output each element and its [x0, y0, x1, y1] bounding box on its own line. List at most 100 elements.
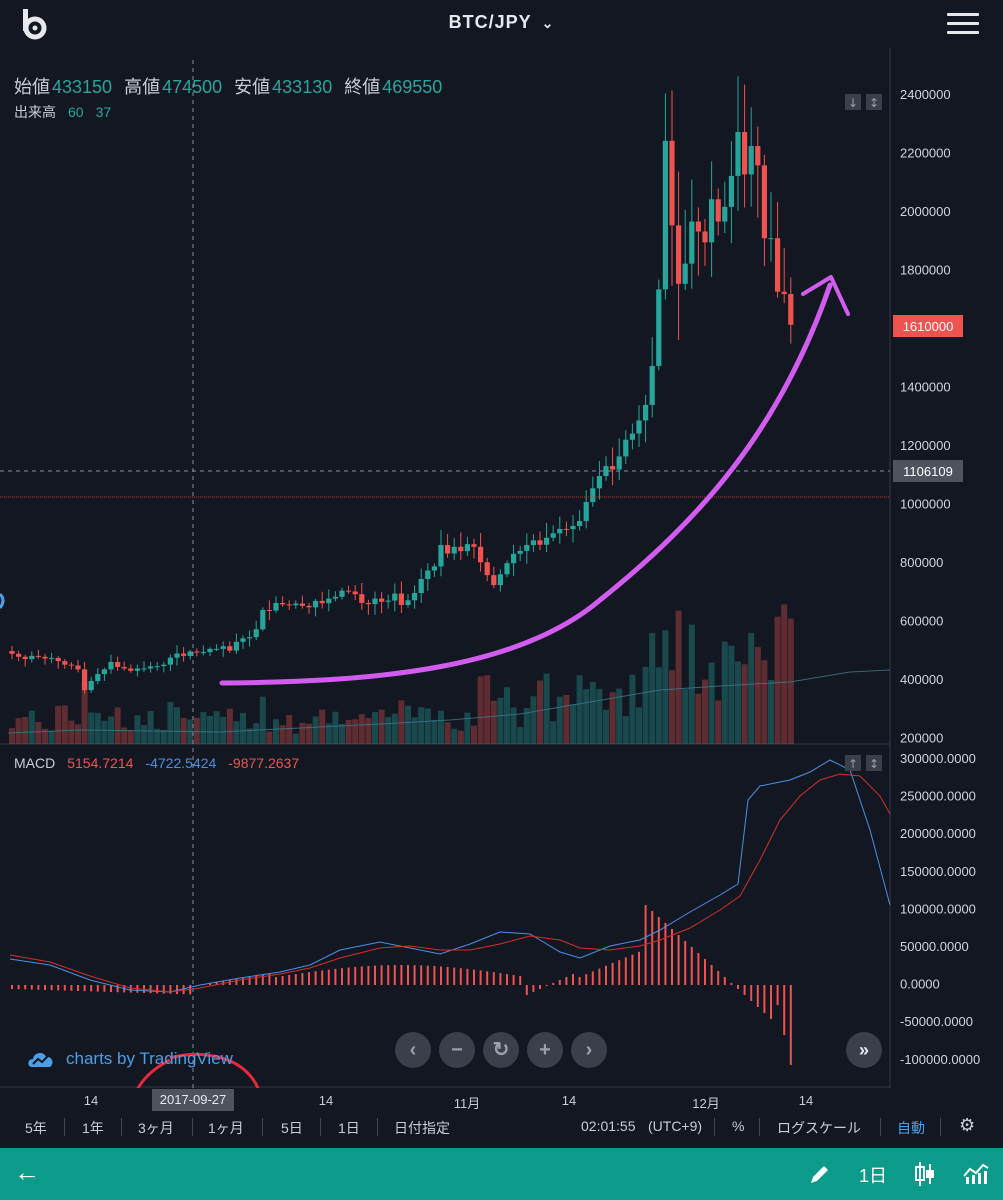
candle-body: [623, 439, 629, 457]
candle-body: [570, 526, 576, 530]
price-tick: 2400000: [900, 87, 951, 102]
candle-body: [68, 664, 74, 666]
hamburger-menu-icon[interactable]: [947, 13, 979, 35]
candle-body: [702, 231, 708, 243]
candle-body: [656, 289, 662, 367]
high-value: 474500: [162, 77, 223, 97]
candle-body: [121, 667, 127, 669]
volume-bar: [101, 720, 108, 744]
candle-body: [537, 540, 543, 545]
pencil-icon[interactable]: [808, 1162, 832, 1186]
candle-body: [504, 563, 510, 575]
candle-body: [247, 637, 253, 639]
volume-bar: [675, 610, 682, 744]
time-tick: 14: [318, 1093, 334, 1108]
scroll-left-icon: ‹: [409, 1039, 417, 1061]
candle-body: [148, 666, 154, 669]
auto-scale-toggle[interactable]: 自動: [897, 1120, 925, 1136]
candle-body: [313, 600, 319, 608]
bitbank-logo-icon[interactable]: [20, 8, 50, 40]
move-down-icon[interactable]: ↓: [848, 96, 858, 110]
scroll-to-realtime-button[interactable]: »: [846, 1032, 882, 1068]
price-axis: 2400000 2200000 2000000 1800000 1400000 12000…: [900, 87, 951, 746]
candlestick-icon[interactable]: [914, 1160, 936, 1188]
volume-bar: [748, 632, 755, 744]
price-tick: 600000: [900, 614, 943, 629]
volume-bar: [477, 676, 484, 744]
reset-icon: ↻: [492, 1039, 510, 1061]
candle-body: [458, 546, 464, 552]
volume-bar: [424, 708, 431, 744]
range-1d[interactable]: 1日: [338, 1120, 360, 1136]
volume-bar: [464, 712, 471, 744]
range-5d[interactable]: 5日: [281, 1120, 303, 1136]
timezone-button[interactable]: (UTC+9): [648, 1118, 703, 1134]
candle-body: [214, 648, 220, 650]
crosshair-price-label: 1106109: [903, 464, 953, 479]
volume-bar: [530, 696, 537, 744]
candle-body: [379, 598, 385, 602]
price-tick: 2200000: [900, 146, 951, 161]
zoom-out-icon: −: [451, 1039, 463, 1061]
volume-bar: [35, 721, 42, 744]
volume-bar: [42, 728, 48, 744]
macd-tick: -50000.0000: [900, 1014, 973, 1029]
range-1m[interactable]: 1ヶ月: [208, 1120, 244, 1136]
candle-body: [695, 221, 701, 232]
scroll-left-button[interactable]: ‹: [395, 1032, 431, 1068]
open-label: 始値: [14, 77, 50, 97]
candle-body: [49, 657, 55, 659]
volume-bar: [543, 673, 550, 744]
volume-bar: [728, 645, 735, 744]
gear-icon[interactable]: ⚙: [959, 1115, 976, 1135]
candle-body: [491, 575, 497, 586]
candle-body: [418, 578, 424, 594]
candlestick-series: [9, 76, 794, 694]
price-tick: 1000000: [900, 497, 951, 512]
candle-body: [478, 546, 484, 563]
pane-controls-top: ↓ ↕: [845, 94, 882, 110]
scroll-right-button[interactable]: ›: [571, 1032, 607, 1068]
candle-body: [101, 669, 107, 675]
candle-body: [464, 544, 470, 552]
volume-bar: [141, 725, 147, 744]
volume-bar: [253, 723, 260, 744]
percent-toggle[interactable]: %: [732, 1118, 745, 1134]
back-arrow-icon[interactable]: ←: [14, 1157, 40, 1187]
collapse-icon[interactable]: ↕: [869, 96, 879, 110]
candle-body: [715, 199, 721, 222]
volume-bar: [411, 717, 418, 744]
candle-body: [484, 562, 490, 576]
move-up-icon[interactable]: ↑: [848, 757, 858, 771]
pair-selector[interactable]: BTC/JPY ⌄: [0, 12, 1003, 33]
candle-body: [253, 629, 259, 638]
tradingview-watermark[interactable]: charts by TradingView: [66, 1049, 233, 1068]
candle-body: [517, 550, 523, 554]
volume-bar: [312, 716, 319, 744]
zoom-out-button[interactable]: −: [439, 1032, 475, 1068]
indicator-icon[interactable]: [963, 1162, 989, 1184]
scroll-right-icon: ›: [585, 1039, 593, 1061]
log-scale-toggle[interactable]: ログスケール: [777, 1120, 861, 1136]
macd-tick: 150000.0000: [900, 864, 976, 879]
date-range-button[interactable]: 日付指定: [394, 1120, 450, 1136]
candle-body: [62, 661, 68, 665]
range-5y[interactable]: 5年: [25, 1120, 47, 1136]
interval-button[interactable]: 1日: [859, 1166, 888, 1186]
range-1y[interactable]: 1年: [82, 1120, 104, 1136]
volume-bars: [9, 604, 794, 744]
last-price-label: 1610000: [903, 319, 954, 334]
macd-label: MACD: [14, 755, 56, 771]
zoom-in-button[interactable]: +: [527, 1032, 563, 1068]
volume-bar: [636, 707, 642, 744]
volume-bar: [88, 712, 95, 744]
chart-canvas[interactable]: 2400000 2200000 2000000 1800000 1400000 12000…: [0, 48, 1003, 1088]
collapse-icon[interactable]: ↕: [869, 757, 879, 771]
low-value: 433130: [272, 77, 333, 97]
time-axis: 14 14 11月 14 12月 14: [0, 1088, 890, 1114]
range-3m[interactable]: 3ヶ月: [138, 1120, 174, 1136]
volume-bar: [233, 721, 240, 744]
reset-button[interactable]: ↻: [483, 1032, 519, 1068]
candle-body: [616, 456, 622, 470]
candle-body: [332, 596, 338, 599]
